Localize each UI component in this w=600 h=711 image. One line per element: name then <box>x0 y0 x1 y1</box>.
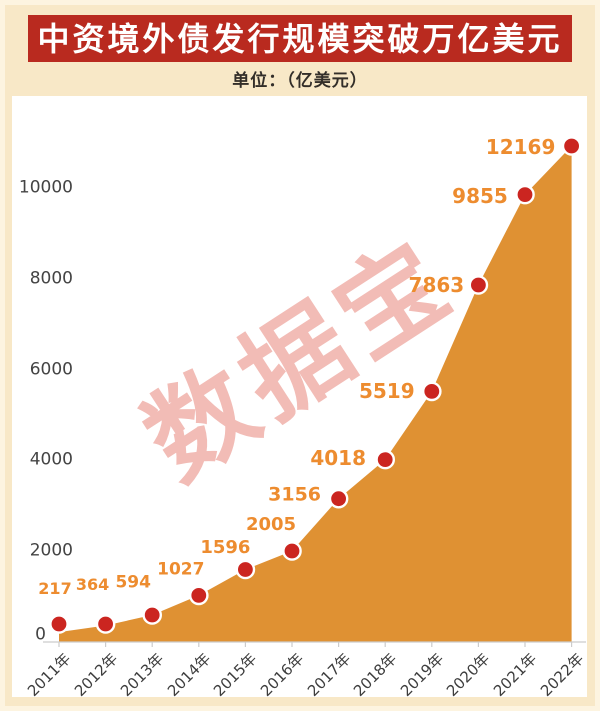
data-point-label: 364 <box>75 575 110 594</box>
data-point-label: 5519 <box>358 379 415 404</box>
y-axis-label: 10000 <box>18 177 73 198</box>
data-point-label: 594 <box>115 572 151 593</box>
y-axis-label: 4000 <box>29 449 73 470</box>
data-point-label: 4018 <box>310 445 367 470</box>
page-title: 中资境外债发行规模突破万亿美元 <box>37 19 563 58</box>
data-point-label: 3156 <box>268 483 322 506</box>
data-point-label: 2005 <box>245 513 297 535</box>
data-point-label: 12169 <box>485 135 556 159</box>
data-point-label: 217 <box>38 579 72 598</box>
data-point-label: 1027 <box>157 559 205 580</box>
y-axis-label: 6000 <box>29 359 73 380</box>
y-axis-label: 8000 <box>29 268 73 289</box>
y-axis-label: 2000 <box>29 540 73 561</box>
data-point-label: 9855 <box>452 183 508 208</box>
title-banner: 中资境外债发行规模突破万亿美元 <box>28 15 572 62</box>
data-point-label: 7863 <box>408 273 465 298</box>
data-point-label: 1596 <box>200 536 251 558</box>
y-axis-label: 0 <box>35 624 46 645</box>
unit-label: 单位：（亿美元） <box>232 71 368 91</box>
